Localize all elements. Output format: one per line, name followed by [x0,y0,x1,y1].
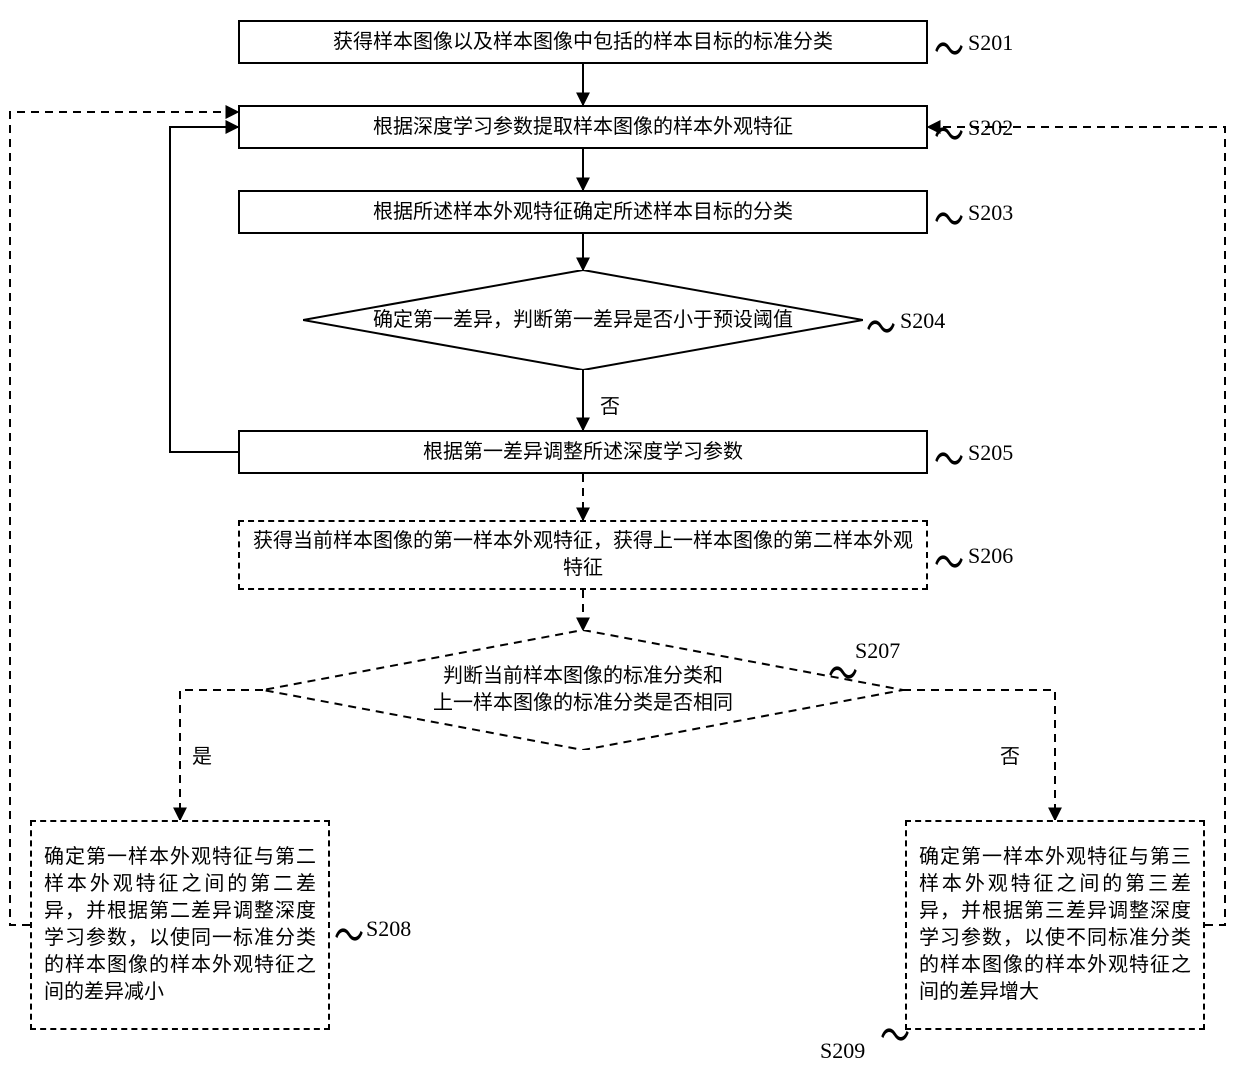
node-text: 获得当前样本图像的第一样本外观特征，获得上一样本图像的第二样本外观特征 [250,528,916,582]
label-s203: S203 [968,200,1013,226]
label-s207: S207 [855,638,900,664]
label-s204: S204 [900,308,945,334]
node-text: 确定第一样本外观特征与第二样本外观特征之间的第二差异，并根据第二差异调整深度学习… [44,844,316,1006]
edge-label-no-207: 否 [1000,740,1020,769]
label-s205: S205 [968,440,1013,466]
edge-label-no-204: 否 [600,390,620,419]
tilde-s209: 〜 [880,999,910,1065]
label-s202: S202 [968,115,1013,141]
node-text-line2: 上一样本图像的标准分类是否相同 [433,690,733,717]
node-s207: 判断当前样本图像的标准分类和 上一样本图像的标准分类是否相同 [263,630,903,750]
node-text: 确定第一差异，判断第一差异是否小于预设阈值 [373,307,793,334]
node-text: 确定第一样本外观特征与第三样本外观特征之间的第三差异，并根据第三差异调整深度学习… [919,844,1191,1006]
node-s201: 获得样本图像以及样本图像中包括的样本目标的标准分类 [238,20,928,64]
tilde-s201: 〜 [934,13,964,79]
tilde-s204: 〜 [866,291,896,357]
node-text: 根据第一差异调整所述深度学习参数 [423,439,743,466]
node-text-line1: 判断当前样本图像的标准分类和 [443,663,723,690]
tilde-s205: 〜 [934,423,964,489]
node-s209: 确定第一样本外观特征与第三样本外观特征之间的第三差异，并根据第三差异调整深度学习… [905,820,1205,1030]
tilde-s206: 〜 [934,526,964,592]
edge-label-yes-207: 是 [192,740,212,769]
node-s203: 根据所述样本外观特征确定所述样本目标的分类 [238,190,928,234]
label-s206: S206 [968,543,1013,569]
node-s204: 确定第一差异，判断第一差异是否小于预设阈值 [303,270,863,370]
node-s202: 根据深度学习参数提取样本图像的样本外观特征 [238,105,928,149]
node-text: 根据深度学习参数提取样本图像的样本外观特征 [373,114,793,141]
label-s209: S209 [820,1038,865,1064]
tilde-s208: 〜 [334,899,364,965]
tilde-s203: 〜 [934,183,964,249]
node-text: 根据所述样本外观特征确定所述样本目标的分类 [373,199,793,226]
flowchart-canvas: 获得样本图像以及样本图像中包括的样本目标的标准分类 〜 S201 根据深度学习参… [0,0,1240,1070]
label-s201: S201 [968,30,1013,56]
node-s208: 确定第一样本外观特征与第二样本外观特征之间的第二差异，并根据第二差异调整深度学习… [30,820,330,1030]
tilde-s207: 〜 [828,637,858,703]
label-s208: S208 [366,916,411,942]
tilde-s202: 〜 [934,98,964,164]
node-text: 获得样本图像以及样本图像中包括的样本目标的标准分类 [333,29,833,56]
node-s206: 获得当前样本图像的第一样本外观特征，获得上一样本图像的第二样本外观特征 [238,520,928,590]
node-s205: 根据第一差异调整所述深度学习参数 [238,430,928,474]
